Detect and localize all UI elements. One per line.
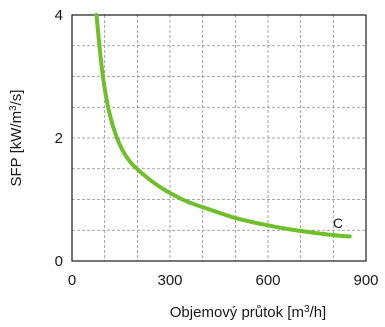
y-axis-label: SFP [kW/m3/s]	[8, 90, 26, 187]
x-axis-label: Objemový průtok [m3/h]	[170, 304, 326, 322]
y-tick-label: 0	[55, 253, 63, 270]
series-label-c: C	[333, 215, 343, 231]
tick-labels: 0 300 600 900 0 2 4	[55, 7, 379, 289]
x-tick-label: 900	[353, 272, 378, 289]
y-tick-label: 4	[55, 7, 63, 24]
y-tick-label: 2	[55, 130, 63, 147]
grid-lines	[72, 15, 366, 261]
x-tick-label: 600	[255, 272, 280, 289]
plot-frame	[71, 14, 367, 262]
x-tick-label: 0	[68, 272, 76, 289]
series-line-c	[94, 13, 352, 239]
x-tick-label: 300	[157, 272, 182, 289]
